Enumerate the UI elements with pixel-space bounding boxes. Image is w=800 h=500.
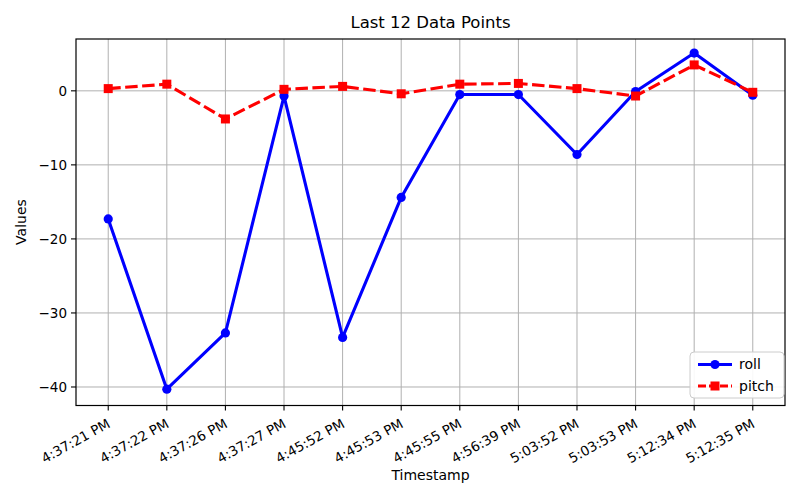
y-tick-label: −20 — [39, 231, 68, 247]
marker-pitch — [104, 84, 113, 93]
legend-label-pitch: pitch — [739, 378, 774, 394]
marker-roll — [455, 90, 464, 99]
marker-pitch — [221, 114, 230, 123]
marker-pitch — [338, 82, 347, 91]
marker-roll — [162, 385, 171, 394]
marker-pitch — [690, 60, 699, 69]
marker-roll — [221, 328, 230, 337]
marker-pitch — [162, 80, 171, 89]
marker-roll — [514, 90, 523, 99]
marker-roll — [690, 48, 699, 57]
marker-pitch — [572, 84, 581, 93]
marker-roll — [572, 150, 581, 159]
y-tick-label: 0 — [58, 83, 67, 99]
marker-pitch — [631, 92, 640, 101]
marker-pitch — [397, 89, 406, 98]
series-line-roll — [108, 53, 753, 389]
marker-pitch — [280, 85, 289, 94]
series-line-pitch — [108, 65, 753, 119]
marker-pitch — [748, 88, 757, 97]
chart-canvas: 0−10−20−30−404:37:21 PM4:37:22 PM4:37:26… — [0, 0, 800, 500]
legend-marker-roll — [710, 360, 719, 369]
marker-roll — [338, 333, 347, 342]
marker-pitch — [455, 80, 464, 89]
y-tick-label: −10 — [39, 157, 68, 173]
legend-label-roll: roll — [739, 356, 761, 372]
y-tick-label: −40 — [39, 379, 68, 395]
chart-title: Last 12 Data Points — [76, 13, 785, 32]
marker-pitch — [514, 79, 523, 88]
y-tick-label: −30 — [39, 305, 68, 321]
legend-marker-pitch — [711, 382, 720, 391]
marker-roll — [397, 193, 406, 202]
x-axis-label: Timestamp — [76, 467, 785, 483]
chart-figure: 0−10−20−30−404:37:21 PM4:37:22 PM4:37:26… — [0, 0, 800, 500]
marker-roll — [104, 214, 113, 223]
y-axis-label: Values — [13, 199, 29, 245]
